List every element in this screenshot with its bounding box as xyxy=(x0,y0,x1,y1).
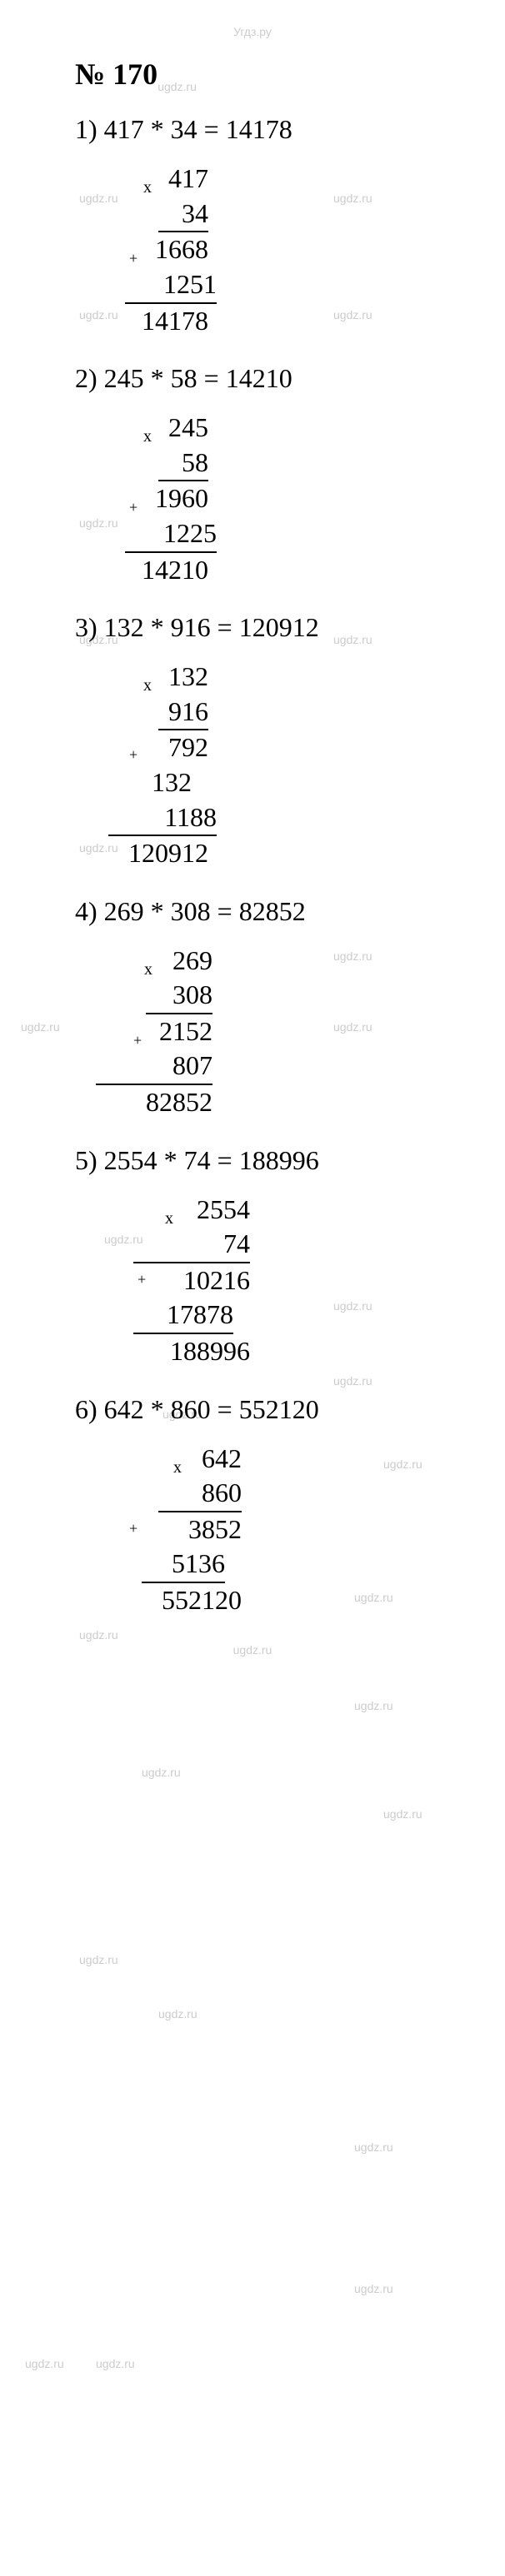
equation-4: 4) 269 * 308 = 82852 xyxy=(75,896,505,927)
title-watermark: ugdz.ru xyxy=(158,80,197,93)
mult-sign: x xyxy=(165,1208,173,1229)
calc-block-3: x132 916 +792 132 1188 120912 xyxy=(158,660,505,871)
watermark: ugdz.ru xyxy=(96,2357,135,2370)
watermark: ugdz.ru xyxy=(383,1807,422,1821)
plus-sign: + xyxy=(129,745,138,765)
watermark: ugdz.ru xyxy=(354,1699,393,1712)
mult-sign: x xyxy=(173,1457,182,1478)
problem-title: № 170ugdz.ru xyxy=(75,57,505,93)
mult-sign: x xyxy=(143,675,152,696)
equation-6: 6) 642 * 860 = 552120 xyxy=(75,1394,505,1425)
calc-block-5: x2554 74 +10216 17878 188996 xyxy=(167,1193,505,1369)
watermark: ugdz.ru xyxy=(79,1953,118,1966)
header-watermark: Угдз.ру xyxy=(233,25,272,38)
plus-sign: + xyxy=(129,498,138,517)
plus-sign: + xyxy=(129,1519,138,1538)
watermark: ugdz.ru xyxy=(158,2007,198,2020)
mult-sign: x xyxy=(143,177,152,198)
watermark: ugdz.ru xyxy=(142,1766,181,1779)
mult-sign: x xyxy=(143,426,152,447)
watermark: ugdz.ru xyxy=(354,2282,393,2295)
calc-block-6: x642 860 +3852 5136 552120 xyxy=(175,1442,505,1618)
plus-sign: + xyxy=(133,1031,142,1050)
plus-sign: + xyxy=(138,1270,146,1289)
equation-3: 3) 132 * 916 = 120912 xyxy=(75,612,505,643)
calc-block-2: x245 58 +1960 1225 14210 xyxy=(158,411,505,587)
calc-block-1: x417 34 +1668 1251 14178 xyxy=(158,162,505,338)
footer-watermark: ugdz.ru xyxy=(233,1643,272,1657)
mult-sign: x xyxy=(144,959,152,980)
equation-1: 1) 417 * 34 = 14178 xyxy=(75,114,505,145)
watermark: ugdz.ru xyxy=(25,2357,64,2370)
watermark: ugdz.ru xyxy=(354,2140,393,2154)
calc-block-4: x269 308 +2152 807 82852 xyxy=(146,944,505,1120)
equation-5: 5) 2554 * 74 = 188996 xyxy=(75,1145,505,1176)
equation-2: 2) 245 * 58 = 14210 xyxy=(75,363,505,394)
plus-sign: + xyxy=(129,249,138,268)
